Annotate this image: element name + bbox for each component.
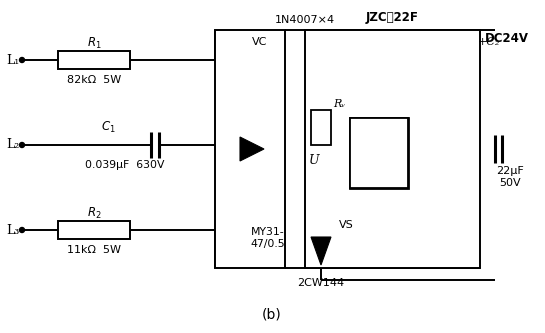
Text: $R_2$: $R_2$ — [87, 205, 101, 220]
Circle shape — [20, 227, 25, 232]
Text: U: U — [309, 154, 319, 166]
Text: $R_1$: $R_1$ — [87, 35, 101, 51]
Text: 0.039μF  630V: 0.039μF 630V — [85, 160, 165, 170]
Text: 1N4007×4: 1N4007×4 — [275, 15, 335, 25]
Text: 11kΩ  5W: 11kΩ 5W — [67, 245, 121, 255]
Polygon shape — [311, 237, 331, 265]
Bar — [305, 30, 480, 268]
Bar — [350, 118, 408, 188]
Text: +C₂: +C₂ — [478, 37, 500, 47]
Bar — [215, 30, 285, 268]
Polygon shape — [240, 137, 264, 161]
Text: 22μF
50V: 22μF 50V — [496, 166, 524, 188]
Text: L₁: L₁ — [7, 54, 20, 67]
Circle shape — [20, 58, 25, 63]
Text: JZC－22F: JZC－22F — [366, 12, 419, 25]
Text: VC: VC — [252, 37, 268, 47]
Bar — [311, 110, 331, 145]
Text: DC24V: DC24V — [485, 32, 529, 45]
Text: $C_1$: $C_1$ — [101, 120, 116, 135]
Text: (b): (b) — [262, 308, 282, 322]
Text: L₃: L₃ — [7, 223, 20, 236]
Text: 2CW144: 2CW144 — [298, 278, 344, 288]
Text: 82kΩ  5W: 82kΩ 5W — [67, 75, 121, 85]
Circle shape — [20, 143, 25, 148]
Bar — [58, 51, 130, 69]
Text: Rᵥ: Rᵥ — [333, 99, 345, 109]
Text: VS: VS — [339, 220, 354, 230]
Text: MY31-
47/0.5: MY31- 47/0.5 — [251, 227, 286, 249]
Bar — [58, 221, 130, 239]
Bar — [350, 118, 408, 188]
Text: L₂: L₂ — [7, 139, 20, 152]
